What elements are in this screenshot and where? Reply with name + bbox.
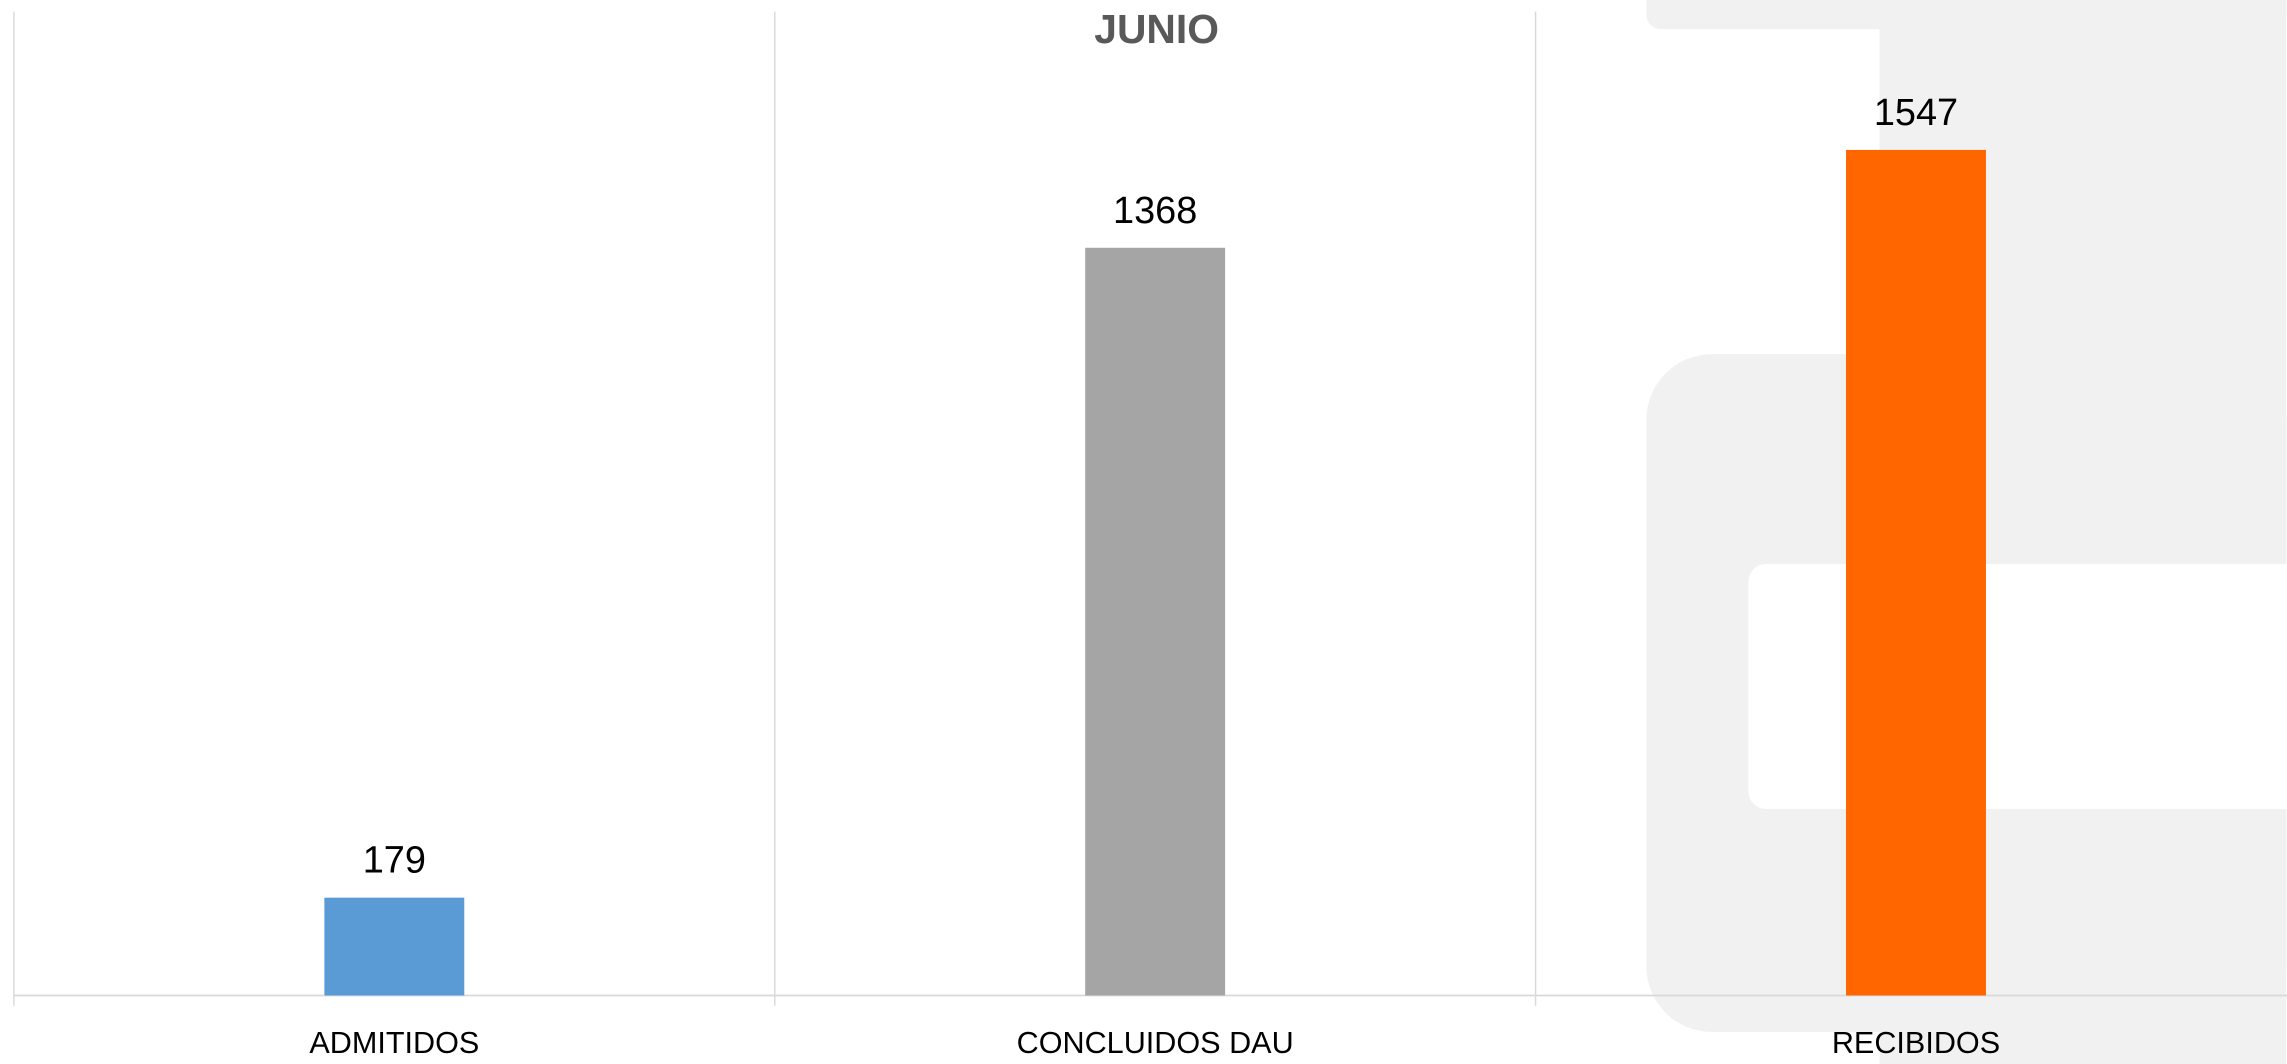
chart-title: JUNIO bbox=[1094, 6, 1219, 52]
watermark-cutout bbox=[1748, 564, 2287, 809]
bar bbox=[324, 897, 465, 996]
bar bbox=[1846, 149, 1986, 996]
data-label: 1368 bbox=[1113, 190, 1197, 232]
x-tick-label: ADMITIDOS bbox=[309, 1026, 479, 1060]
x-tick-label: RECIBIDOS bbox=[1832, 1026, 2000, 1060]
x-tick-label: CONCLUIDOS DAU bbox=[1017, 1026, 1294, 1060]
data-label: 1547 bbox=[1874, 92, 1958, 134]
data-label: 179 bbox=[363, 840, 426, 882]
bar bbox=[1085, 247, 1226, 996]
